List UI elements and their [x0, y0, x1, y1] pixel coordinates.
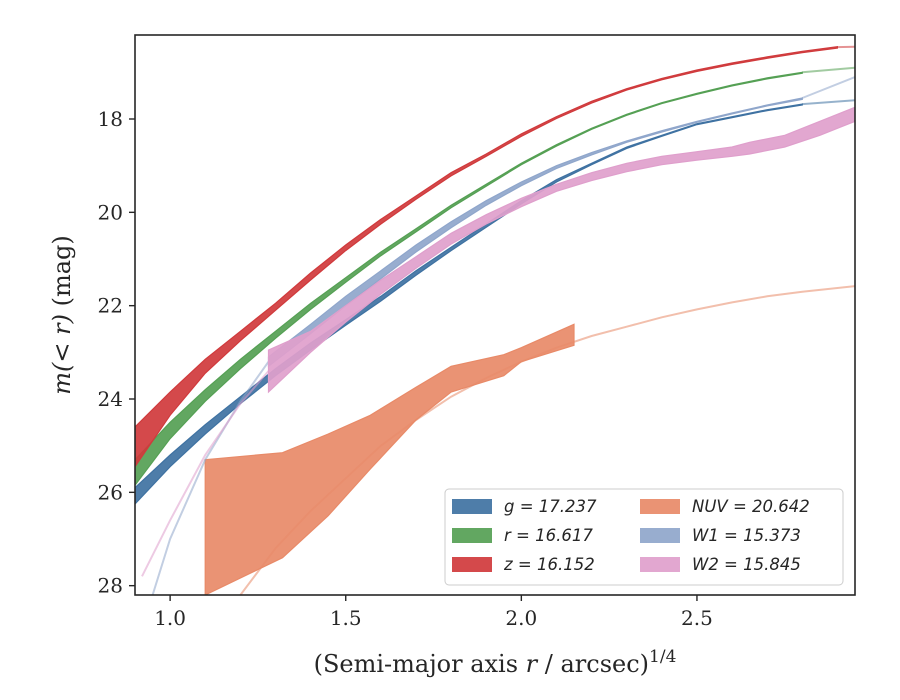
legend-swatch-nuv: [640, 499, 680, 514]
series-z-band: [135, 46, 838, 468]
legend-swatch-z: [452, 557, 492, 572]
series-w1-extrapolation-tail: [801, 76, 855, 99]
plot-frame: [134, 34, 856, 596]
ticks-layer: 1.0 1.5 2.0 2.5 18 20 22 24 26 28: [98, 107, 713, 630]
y-tick-label: 24: [98, 387, 123, 411]
series-w1-extrapolation: [151, 361, 270, 595]
x-tick-label: 1.0: [154, 606, 186, 630]
series-w1-band: [267, 97, 803, 368]
legend-label-nuv: NUV = 20.642: [692, 497, 810, 516]
legend-label-w2: W2 = 15.845: [692, 555, 801, 574]
x-axis-label: (Semi-major axis r / arcsec)1/4: [314, 647, 677, 678]
y-tick-label: 18: [98, 107, 123, 131]
legend-swatch-r: [452, 528, 492, 543]
series-r-extrapolation: [802, 66, 855, 74]
series-r-band: [135, 71, 803, 487]
legend-label-g: g = 17.237: [504, 497, 597, 516]
legend-label-z: z = 16.152: [503, 555, 595, 574]
series-w2-extrapolation: [141, 370, 270, 577]
legend-swatch-w2: [640, 557, 680, 572]
y-axis-label: m(< r) (mag): [48, 235, 76, 395]
x-tick-label: 2.5: [681, 606, 713, 630]
legend-label-r: r = 16.617: [504, 526, 593, 545]
series-nuv-band: [204, 323, 575, 595]
y-tick-label: 26: [98, 480, 123, 504]
series-g-extrapolation: [802, 99, 855, 106]
x-tick-label: 2.0: [505, 606, 537, 630]
legend-swatch-g: [452, 499, 492, 514]
series-w2-band: [267, 106, 855, 394]
series-layer: [135, 45, 855, 595]
y-tick-label: 28: [98, 574, 123, 598]
legend: g = 17.237 r = 16.617 z = 16.152 NUV = 20.6…: [444, 488, 844, 586]
x-tick-label: 1.5: [330, 606, 362, 630]
legend-swatch-w1: [640, 528, 680, 543]
y-tick-label: 22: [98, 294, 123, 318]
legend-label-w1: W1 = 15.373: [692, 526, 801, 545]
y-tick-label: 20: [98, 200, 123, 224]
